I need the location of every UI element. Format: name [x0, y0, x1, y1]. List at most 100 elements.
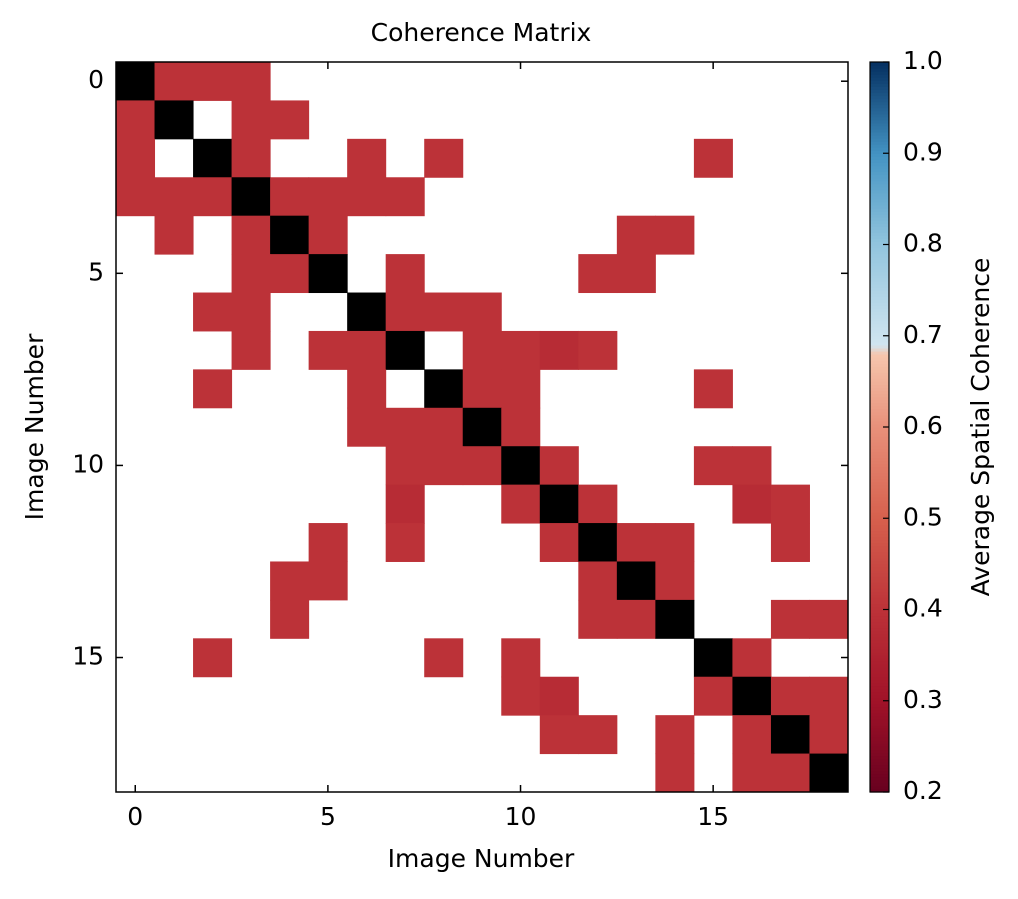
colorbar-segment	[870, 162, 889, 167]
colorbar-segment	[870, 274, 889, 279]
colorbar-segment	[870, 466, 889, 471]
heatmap-cell	[231, 215, 271, 255]
heatmap-cell	[270, 561, 310, 601]
colorbar-segment	[870, 271, 889, 276]
colorbar-segment	[870, 305, 889, 309]
colorbar-segment	[870, 679, 889, 684]
colorbar-segment	[870, 220, 889, 224]
colorbar-segment	[870, 101, 889, 106]
heatmap-cell	[193, 62, 233, 101]
colorbar-segment	[870, 320, 889, 325]
colorbar-segment	[870, 697, 889, 702]
colorbar-segment	[870, 606, 889, 611]
heatmap-cell	[501, 330, 541, 370]
heatmap-cell	[809, 676, 849, 716]
colorbar-tick-label: 0.4	[903, 594, 943, 623]
heatmap-cell	[231, 254, 271, 294]
colorbar-segment	[870, 119, 889, 124]
heatmap-cell	[270, 177, 310, 217]
diagonal-cell	[231, 177, 271, 217]
colorbar-segment	[870, 448, 889, 452]
colorbar-segment	[870, 311, 889, 316]
heatmap-cell	[424, 292, 464, 332]
colorbar-segment	[870, 545, 889, 550]
colorbar-segment	[870, 670, 889, 674]
colorbar-segment	[870, 585, 889, 589]
colorbar-segment	[870, 208, 889, 212]
y-axis-label: Image Number	[20, 333, 49, 520]
colorbar-segment	[870, 582, 889, 586]
colorbar-segment	[870, 703, 889, 708]
colorbar-segment	[870, 135, 889, 139]
colorbar-segment	[870, 116, 889, 121]
colorbar-segment	[870, 506, 889, 510]
heatmap-cell	[539, 715, 579, 755]
colorbar-segment	[870, 262, 889, 267]
colorbar-segment	[870, 737, 889, 741]
diagonal-cell	[809, 753, 849, 793]
colorbar-segment	[870, 332, 889, 337]
heatmap-cell	[424, 446, 464, 486]
colorbar-segment	[870, 463, 889, 468]
heatmap-cell	[231, 330, 271, 370]
colorbar-segment	[870, 110, 889, 115]
colorbar-segment	[870, 667, 889, 671]
colorbar-segment	[870, 715, 889, 720]
heatmap-cell	[732, 446, 772, 486]
colorbar-tick-label: 0.9	[903, 137, 943, 166]
colorbar-segment	[870, 360, 889, 364]
heatmap-cell	[539, 446, 579, 486]
colorbar-tick-label: 0.6	[903, 411, 943, 440]
heatmap-cell	[501, 369, 541, 409]
heatmap-cell	[693, 446, 733, 486]
colorbar-segment	[870, 338, 889, 343]
x-tick-label: 5	[320, 802, 336, 831]
heatmap-cell	[578, 715, 618, 755]
colorbar-segment	[870, 177, 889, 182]
colorbar-segment	[870, 478, 889, 483]
colorbar-segment	[870, 71, 889, 75]
colorbar-segment	[870, 612, 889, 617]
colorbar-segment	[870, 533, 889, 538]
colorbar-segment	[870, 317, 889, 322]
heatmap-cell	[193, 177, 233, 217]
heatmap-cell	[385, 407, 425, 447]
colorbar-segment	[870, 68, 889, 72]
heatmap-cell	[385, 446, 425, 486]
colorbar-segment	[870, 649, 889, 653]
heatmap-cell	[154, 62, 194, 101]
diagonal-cell	[308, 254, 348, 294]
colorbar-segment	[870, 749, 889, 754]
colorbar-segment	[870, 253, 889, 258]
colorbar-segment	[870, 445, 889, 449]
colorbar-segment	[870, 107, 889, 112]
colorbar-tick-label: 0.8	[903, 229, 943, 258]
y-tick-label: 10	[72, 449, 104, 478]
colorbar-segment	[870, 676, 889, 681]
colorbar-segment	[870, 165, 889, 170]
colorbar-segment	[870, 357, 889, 361]
colorbar-segment	[870, 785, 889, 790]
colorbar-segment	[870, 290, 889, 294]
heatmap-cell	[462, 330, 502, 370]
colorbar-segment	[870, 600, 889, 605]
colorbar-segment	[870, 399, 889, 404]
colorbar-segment	[870, 423, 889, 428]
heatmap-cell	[655, 561, 695, 601]
heatmap-cell	[270, 100, 310, 140]
colorbar-segment	[870, 414, 889, 419]
heatmap-cell	[655, 215, 695, 255]
colorbar-segment	[870, 706, 889, 711]
colorbar-segment	[870, 396, 889, 401]
diagonal-cell	[732, 676, 772, 716]
colorbar-segment	[870, 211, 889, 215]
heatmap-cell	[770, 676, 810, 716]
heatmap-cell	[578, 484, 618, 524]
heatmap-cell	[231, 62, 271, 101]
colorbar-segment	[870, 591, 889, 595]
colorbar-segment	[870, 420, 889, 425]
heatmap-cell	[578, 599, 618, 639]
heatmap-cell	[732, 638, 772, 678]
